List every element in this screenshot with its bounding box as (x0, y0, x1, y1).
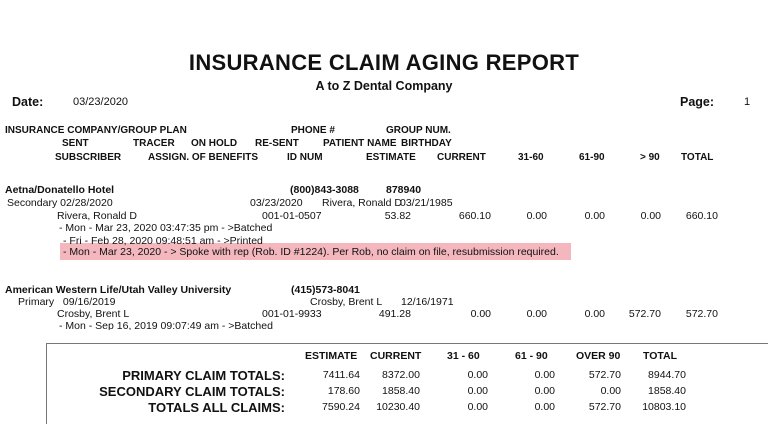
secondary-estimate: 178.60 (327, 385, 360, 397)
primary-total: 8944.70 (648, 369, 686, 381)
primary-61-90: 0.00 (534, 369, 555, 381)
header-over-90: > 90 (640, 152, 660, 163)
header-birthday: BIRTHDAY (401, 138, 452, 149)
report-title: INSURANCE CLAIM AGING REPORT (188, 50, 580, 75)
claim-note-highlighted: - Mon - Mar 23, 2020 - > Spoke with rep … (63, 246, 559, 258)
claim-company: American Western Life/Utah Valley Univer… (5, 284, 232, 296)
claim-over-90: 572.70 (628, 308, 661, 320)
totals-header-over-90: OVER 90 (576, 350, 621, 362)
claim-phone: (800)843-3088 (290, 184, 359, 196)
header-current: CURRENT (437, 152, 486, 163)
claim-61-90: 0.00 (584, 308, 605, 320)
secondary-31-60: 0.00 (467, 385, 488, 397)
claim-phone: (415)573-8041 (291, 284, 360, 296)
all-over-90: 572.70 (588, 401, 621, 413)
claim-subscriber: Rivera, Ronald D (57, 210, 137, 222)
claim-note: - Mon - Mar 23, 2020 03:47:35 pm - >Batc… (59, 222, 273, 234)
totals-panel (46, 343, 768, 424)
all-61-90: 0.00 (534, 401, 555, 413)
primary-totals-label: PRIMARY CLAIM TOTALS: (122, 368, 285, 383)
claim-31-60: 0.00 (526, 210, 547, 222)
header-group-num: GROUP NUM. (386, 125, 451, 136)
totals-header-estimate: ESTIMATE (305, 350, 358, 362)
all-totals-label: TOTALS ALL CLAIMS: (148, 400, 285, 415)
totals-header-total: TOTAL (643, 350, 678, 362)
secondary-total: 1858.40 (648, 385, 686, 397)
header-61-90: 61-90 (579, 152, 605, 163)
header-sent: SENT (62, 138, 89, 149)
claim-estimate: 491.28 (378, 308, 411, 320)
claim-group: 878940 (386, 184, 422, 196)
claim-over-90: 0.00 (640, 210, 661, 222)
header-total: TOTAL (681, 152, 714, 163)
header-id-num: ID NUM (287, 152, 323, 163)
all-estimate: 7590.24 (322, 401, 360, 413)
primary-current: 8372.00 (382, 369, 420, 381)
company-name: A to Z Dental Company (315, 79, 453, 93)
claim-birthday: 12/16/1971 (401, 296, 454, 308)
page-label: Page: (680, 95, 715, 109)
all-current: 10230.40 (376, 401, 420, 413)
header-insurance-company: INSURANCE COMPANY/GROUP PLAN (5, 125, 187, 136)
claim-patient: Crosby, Brent L (310, 296, 383, 308)
date-label: Date: (12, 95, 44, 109)
claim-company: Aetna/Donatello Hotel (5, 184, 115, 196)
secondary-61-90: 0.00 (534, 385, 555, 397)
claim-resent-date: 03/23/2020 (250, 197, 303, 209)
totals-header-61-90: 61 - 90 (515, 350, 548, 362)
claim-total: 572.70 (685, 308, 718, 320)
header-estimate: ESTIMATE (366, 152, 416, 163)
header-subscriber: SUBSCRIBER (55, 152, 122, 163)
header-on-hold: ON HOLD (191, 138, 238, 149)
claim-total: 660.10 (685, 210, 718, 222)
claim-birthday: 03/21/1985 (400, 197, 453, 209)
claim-subscriber: Crosby, Brent L (57, 308, 130, 320)
claim-type-sent: Secondary 02/28/2020 (7, 197, 113, 209)
secondary-totals-label: SECONDARY CLAIM TOTALS: (99, 384, 285, 399)
claim-estimate: 53.82 (384, 210, 411, 222)
primary-31-60: 0.00 (467, 369, 488, 381)
secondary-current: 1858.40 (382, 385, 420, 397)
claim-id-num: 001-01-0507 (262, 210, 322, 222)
totals-header-31-60: 31 - 60 (447, 350, 480, 362)
header-31-60: 31-60 (518, 152, 544, 163)
claim-id-num: 001-01-9933 (262, 308, 322, 320)
primary-over-90: 572.70 (588, 369, 621, 381)
header-resent: RE-SENT (255, 138, 299, 149)
header-phone: PHONE # (291, 125, 335, 136)
secondary-over-90: 0.00 (600, 385, 621, 397)
claim-patient: Rivera, Ronald D (322, 197, 402, 209)
all-31-60: 0.00 (467, 401, 488, 413)
claim-61-90: 0.00 (584, 210, 605, 222)
claim-current: 0.00 (470, 308, 491, 320)
page-value: 1 (744, 96, 751, 108)
claim-note: - Fri - Feb 28, 2020 09:48:51 am - >Prin… (63, 235, 263, 247)
header-tracer: TRACER (133, 138, 175, 149)
totals-header-current: CURRENT (370, 350, 422, 362)
claim-current: 660.10 (458, 210, 491, 222)
date-value: 03/23/2020 (73, 96, 129, 108)
claim-note: - Mon - Sep 16, 2019 09:07:49 am - >Batc… (59, 320, 273, 332)
note-highlight (60, 243, 571, 260)
all-total: 10803.10 (642, 401, 686, 413)
claim-31-60: 0.00 (526, 308, 547, 320)
header-assign-benefits: ASSIGN. OF BENEFITS (148, 152, 259, 163)
header-patient-name: PATIENT NAME (323, 138, 397, 149)
primary-estimate: 7411.64 (322, 369, 360, 381)
claim-type-sent: Primary 09/16/2019 (18, 296, 116, 308)
